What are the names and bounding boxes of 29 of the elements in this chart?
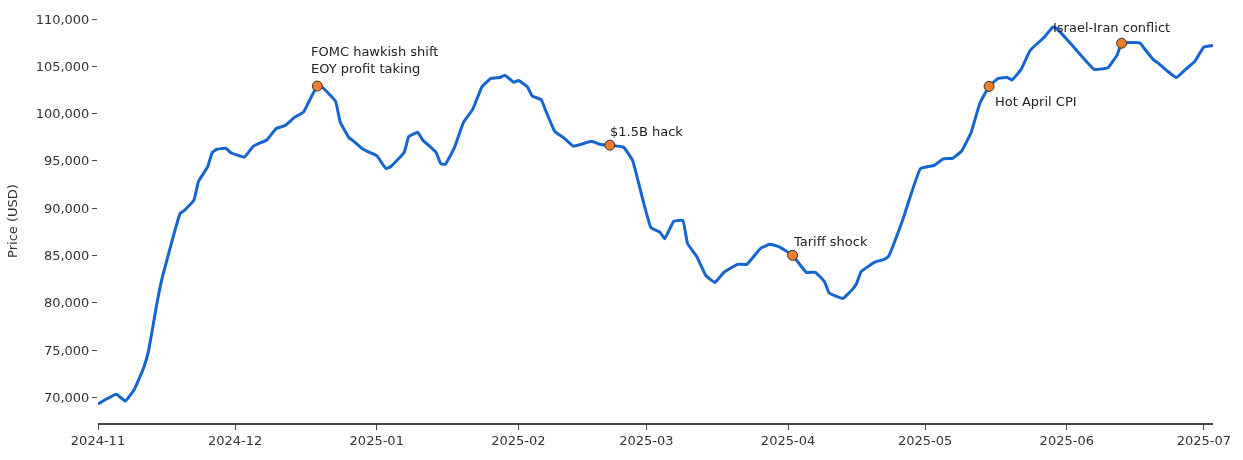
y-axis-title: Price (USD)	[4, 184, 20, 258]
annotation: Tariff shock	[793, 234, 868, 249]
point	[1116, 37, 1128, 49]
annotation: $1.5B hack	[610, 124, 684, 139]
x-tick-label: 2025-07	[1176, 433, 1232, 449]
y-tick-label: 70,000	[43, 390, 90, 405]
y-tick-label: 75,000	[43, 342, 90, 358]
point	[311, 80, 323, 92]
x-tick-label: 2024-12	[207, 433, 263, 449]
point	[604, 139, 616, 151]
y-tick-label: 90,000	[43, 200, 90, 216]
annotation: Israel-Iran conflict	[1053, 20, 1171, 35]
x-tick-label: 2025-03	[619, 433, 674, 449]
y-tick-label: 95,000	[43, 153, 90, 169]
point	[983, 80, 995, 92]
y-tick-label: 85,000	[43, 248, 90, 264]
y-tick-label: 80,000	[43, 295, 90, 311]
x-tick-label: 2025-04	[760, 433, 816, 449]
annotation: FOMC hawkish shift EOY profit taking	[311, 44, 439, 76]
point	[787, 249, 799, 261]
x-tick-label: 2025-02	[491, 433, 546, 449]
x-tick-label: 2024-11	[70, 433, 126, 449]
y-tick-label: 100,000	[35, 106, 90, 122]
y-tick-label: 110,000	[35, 11, 90, 27]
x-tick-label: 2025-05	[897, 433, 953, 449]
x-tick-label: 2025-01	[349, 433, 404, 449]
annotation: Hot April CPI	[995, 94, 1077, 109]
y-tick-label: 105,000	[35, 58, 90, 74]
x-tick-label: 2025-06	[1039, 433, 1094, 449]
